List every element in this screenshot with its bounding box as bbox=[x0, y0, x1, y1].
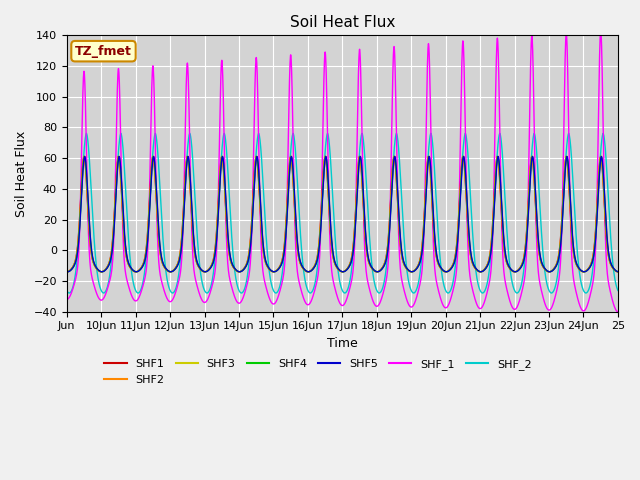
SHF4 bbox=[486, 252, 494, 257]
SHF2 bbox=[486, 249, 494, 255]
SHF3 bbox=[158, 257, 166, 263]
SHF4 bbox=[614, 269, 622, 275]
SHF1 bbox=[614, 269, 622, 275]
SHF_1 bbox=[470, 293, 478, 299]
SHF2 bbox=[420, 227, 428, 232]
SHF_1 bbox=[158, 279, 166, 285]
SHF4 bbox=[470, 264, 478, 269]
SHF_2 bbox=[614, 288, 622, 293]
SHF3 bbox=[470, 264, 478, 270]
SHF1 bbox=[470, 264, 478, 270]
SHF5 bbox=[158, 255, 166, 261]
SHF_2 bbox=[470, 250, 478, 256]
SHF2 bbox=[158, 257, 166, 263]
SHF4 bbox=[408, 269, 415, 275]
SHF1 bbox=[420, 226, 428, 232]
SHF_2 bbox=[495, 138, 502, 144]
SHF3 bbox=[270, 269, 278, 275]
Line: SHF4: SHF4 bbox=[67, 156, 618, 272]
X-axis label: Time: Time bbox=[327, 337, 358, 350]
SHF_1 bbox=[419, 248, 427, 254]
Text: TZ_fmet: TZ_fmet bbox=[75, 45, 132, 58]
SHF3 bbox=[495, 158, 502, 164]
SHF5 bbox=[614, 269, 622, 275]
SHF2 bbox=[166, 269, 174, 275]
SHF2 bbox=[614, 269, 622, 275]
SHF_1 bbox=[597, 27, 605, 33]
Line: SHF3: SHF3 bbox=[67, 156, 618, 272]
SHF3 bbox=[287, 154, 295, 159]
SHF3 bbox=[614, 269, 622, 275]
SHF5 bbox=[431, 228, 438, 233]
Legend: SHF1, SHF2, SHF3, SHF4, SHF5, SHF_1, SHF_2: SHF1, SHF2, SHF3, SHF4, SHF5, SHF_1, SHF… bbox=[100, 355, 536, 389]
SHF_1 bbox=[614, 309, 622, 314]
SHF2 bbox=[63, 269, 70, 275]
SHF_2 bbox=[513, 290, 521, 296]
SHF_2 bbox=[63, 288, 70, 293]
SHF5 bbox=[419, 238, 427, 243]
SHF2 bbox=[470, 264, 478, 270]
SHF_1 bbox=[486, 275, 494, 280]
Line: SHF2: SHF2 bbox=[67, 156, 618, 272]
SHF_2 bbox=[431, 164, 438, 169]
SHF5 bbox=[63, 269, 70, 275]
Line: SHF5: SHF5 bbox=[67, 156, 618, 272]
SHF_2 bbox=[486, 260, 494, 265]
SHF1 bbox=[486, 249, 494, 254]
SHF4 bbox=[495, 156, 502, 162]
SHF4 bbox=[431, 234, 438, 240]
Line: SHF1: SHF1 bbox=[67, 156, 618, 272]
SHF1 bbox=[80, 154, 88, 159]
SHF_2 bbox=[496, 131, 504, 136]
SHF5 bbox=[511, 269, 519, 275]
Y-axis label: Soil Heat Flux: Soil Heat Flux bbox=[15, 131, 28, 216]
SHF5 bbox=[494, 154, 502, 159]
SHF5 bbox=[495, 155, 502, 160]
SHF1 bbox=[63, 269, 70, 275]
Line: SHF_1: SHF_1 bbox=[67, 30, 618, 312]
SHF2 bbox=[495, 159, 502, 165]
SHF_1 bbox=[495, 54, 502, 60]
SHF4 bbox=[420, 232, 428, 238]
SHF4 bbox=[158, 256, 166, 262]
SHF_2 bbox=[158, 216, 166, 221]
Line: SHF_2: SHF_2 bbox=[67, 133, 618, 293]
SHF1 bbox=[495, 160, 502, 166]
SHF3 bbox=[420, 229, 428, 235]
SHF1 bbox=[431, 239, 438, 244]
SHF3 bbox=[486, 250, 494, 256]
SHF4 bbox=[63, 269, 70, 275]
SHF2 bbox=[431, 238, 438, 244]
SHF2 bbox=[184, 154, 191, 159]
SHF5 bbox=[470, 263, 478, 268]
SHF3 bbox=[63, 269, 70, 275]
SHF3 bbox=[431, 236, 438, 242]
SHF_1 bbox=[431, 260, 438, 265]
SHF_2 bbox=[419, 235, 427, 241]
SHF1 bbox=[158, 259, 166, 264]
SHF4 bbox=[390, 154, 398, 159]
Title: Soil Heat Flux: Soil Heat Flux bbox=[290, 15, 395, 30]
SHF_1 bbox=[63, 297, 70, 302]
SHF5 bbox=[486, 254, 494, 260]
